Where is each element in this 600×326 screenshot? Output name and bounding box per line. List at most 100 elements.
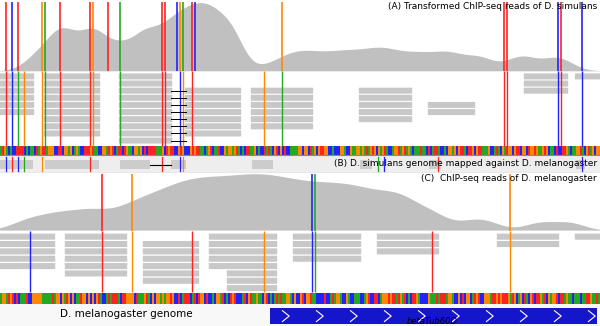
- Bar: [552, 146, 554, 155]
- Bar: [376, 146, 378, 155]
- Bar: [230, 293, 232, 304]
- Bar: [266, 293, 268, 304]
- Bar: [540, 293, 542, 304]
- Bar: [274, 146, 276, 155]
- FancyBboxPatch shape: [251, 116, 313, 122]
- Bar: [556, 293, 558, 304]
- Bar: [66, 293, 68, 304]
- Bar: [402, 293, 404, 304]
- Bar: [448, 293, 450, 304]
- Bar: [240, 146, 242, 155]
- Bar: [392, 293, 394, 304]
- Bar: [270, 146, 272, 155]
- FancyBboxPatch shape: [293, 256, 361, 262]
- Bar: [518, 293, 520, 304]
- Bar: [432, 146, 434, 155]
- Bar: [2, 293, 4, 304]
- Bar: [380, 293, 382, 304]
- Bar: [322, 293, 324, 304]
- Bar: [248, 146, 250, 155]
- Bar: [580, 146, 582, 155]
- Bar: [276, 293, 278, 304]
- Bar: [392, 146, 394, 155]
- Bar: [6, 293, 8, 304]
- Bar: [216, 146, 218, 155]
- Bar: [98, 146, 100, 155]
- Bar: [564, 146, 566, 155]
- Bar: [94, 293, 96, 304]
- Bar: [514, 146, 516, 155]
- Bar: [166, 146, 168, 155]
- Bar: [548, 146, 550, 155]
- Bar: [560, 293, 562, 304]
- Bar: [298, 146, 300, 155]
- Bar: [480, 293, 482, 304]
- Bar: [446, 146, 448, 155]
- Bar: [570, 146, 572, 155]
- Bar: [574, 146, 576, 155]
- Text: (B) D. simulans genome mapped against D. melanogaster: (B) D. simulans genome mapped against D.…: [334, 159, 597, 169]
- Bar: [452, 146, 454, 155]
- FancyBboxPatch shape: [0, 81, 34, 87]
- Bar: [516, 293, 518, 304]
- Bar: [106, 293, 108, 304]
- Bar: [514, 293, 516, 304]
- Bar: [580, 293, 582, 304]
- Bar: [262, 293, 264, 304]
- Bar: [572, 146, 574, 155]
- Bar: [438, 146, 440, 155]
- Bar: [412, 146, 414, 155]
- Bar: [192, 293, 194, 304]
- FancyBboxPatch shape: [119, 109, 172, 115]
- Bar: [558, 293, 560, 304]
- Bar: [218, 293, 220, 304]
- Bar: [320, 146, 322, 155]
- Bar: [102, 146, 104, 155]
- Bar: [554, 293, 556, 304]
- Bar: [236, 146, 238, 155]
- Bar: [246, 146, 248, 155]
- Bar: [506, 293, 508, 304]
- Bar: [420, 293, 422, 304]
- Bar: [324, 293, 326, 304]
- FancyBboxPatch shape: [0, 73, 34, 80]
- Bar: [534, 146, 536, 155]
- Bar: [528, 146, 530, 155]
- Bar: [14, 293, 16, 304]
- Bar: [210, 146, 212, 155]
- Bar: [468, 146, 470, 155]
- Bar: [502, 146, 504, 155]
- Bar: [372, 293, 374, 304]
- Bar: [364, 146, 366, 155]
- FancyBboxPatch shape: [293, 248, 361, 254]
- Bar: [42, 293, 44, 304]
- Bar: [556, 146, 558, 155]
- FancyBboxPatch shape: [119, 138, 172, 144]
- Bar: [290, 146, 292, 155]
- Bar: [100, 146, 102, 155]
- Bar: [456, 293, 458, 304]
- Bar: [350, 146, 352, 155]
- Bar: [406, 293, 408, 304]
- Bar: [418, 146, 420, 155]
- Bar: [402, 146, 404, 155]
- Bar: [370, 293, 372, 304]
- Bar: [158, 146, 160, 155]
- FancyBboxPatch shape: [0, 263, 55, 269]
- FancyBboxPatch shape: [185, 88, 241, 94]
- Bar: [594, 146, 596, 155]
- Bar: [100, 293, 102, 304]
- Bar: [490, 293, 492, 304]
- Bar: [448, 146, 450, 155]
- Bar: [256, 146, 258, 155]
- Bar: [462, 293, 464, 304]
- FancyBboxPatch shape: [65, 248, 127, 254]
- Bar: [62, 146, 64, 155]
- Bar: [412, 293, 414, 304]
- FancyBboxPatch shape: [524, 88, 568, 94]
- Bar: [318, 293, 320, 304]
- Bar: [490, 146, 492, 155]
- Bar: [562, 293, 564, 304]
- Bar: [536, 146, 538, 155]
- Bar: [38, 146, 40, 155]
